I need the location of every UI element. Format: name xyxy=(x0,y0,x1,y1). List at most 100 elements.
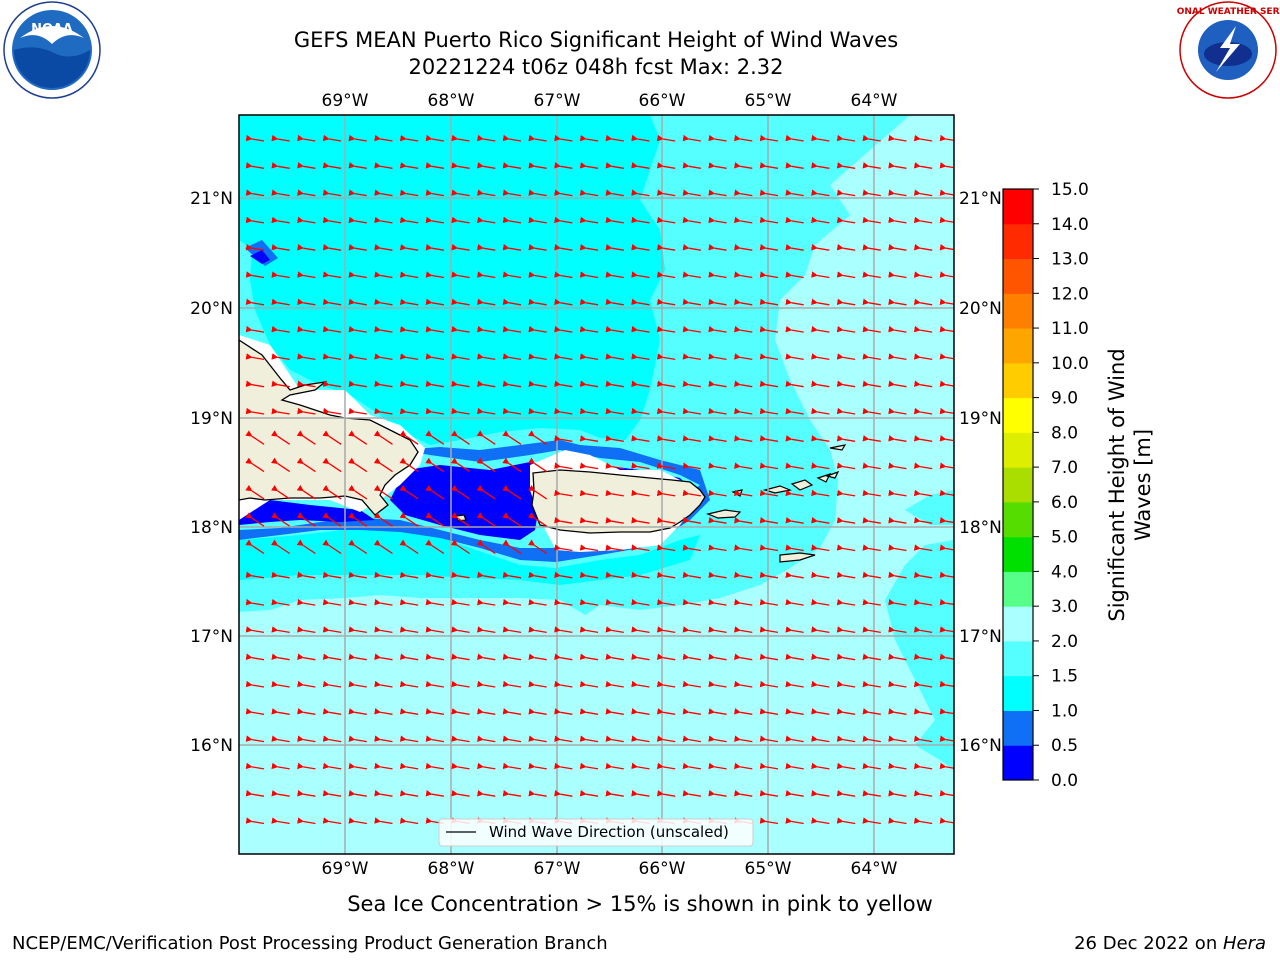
lon-label-bottom: 69°W xyxy=(322,859,369,879)
wind-wave-arrow xyxy=(785,134,804,142)
colorbar-tick-label: 0.0 xyxy=(1051,771,1078,791)
wind-wave-arrow xyxy=(811,216,830,224)
wind-wave-arrow xyxy=(708,708,727,715)
wind-wave-arrow xyxy=(528,735,547,743)
wind-wave-arrow xyxy=(656,680,676,688)
colorbar-segment xyxy=(1003,745,1033,781)
footer-date: 26 Dec 2022 on Hera xyxy=(1074,933,1266,954)
colorbar-segment xyxy=(1003,640,1033,677)
wind-wave-arrow xyxy=(271,571,290,579)
lon-label-top: 65°W xyxy=(745,91,792,111)
wind-wave-arrow xyxy=(682,489,702,497)
wind-wave-arrow xyxy=(425,484,445,500)
wind-wave-arrow xyxy=(348,298,367,306)
wind-wave-arrow xyxy=(579,735,599,743)
wind-wave-arrow xyxy=(399,817,419,825)
wind-wave-arrow xyxy=(605,762,624,770)
wind-wave-arrow xyxy=(528,189,547,197)
wind-wave-arrow xyxy=(554,407,573,415)
colorbar-segment xyxy=(1003,189,1033,225)
wind-wave-arrow xyxy=(631,380,650,388)
wind-wave-arrow xyxy=(605,216,624,224)
wind-wave-arrow xyxy=(348,325,367,333)
land-st-croix xyxy=(779,552,816,563)
wind-wave-arrow xyxy=(476,598,496,606)
wind-wave-arrow xyxy=(733,571,753,579)
wind-wave-arrow xyxy=(528,708,547,715)
wind-wave-arrow xyxy=(708,216,727,224)
wind-wave-arrow xyxy=(451,407,470,415)
wind-wave-arrow xyxy=(733,216,753,224)
wind-wave-arrow xyxy=(785,544,804,552)
wind-wave-arrow xyxy=(297,626,316,634)
wind-wave-arrow xyxy=(399,189,419,197)
wind-wave-arrow xyxy=(297,762,316,770)
wind-wave-arrow xyxy=(528,162,547,169)
wind-wave-arrow xyxy=(374,134,393,142)
wind-wave-arrow xyxy=(939,489,954,497)
nws-logo: NATIONAL WEATHER SERVICE xyxy=(1176,1,1280,99)
wind-wave-arrow xyxy=(836,708,856,715)
gridlines xyxy=(239,115,954,854)
wind-wave-arrow xyxy=(836,189,856,197)
wind-wave-arrow xyxy=(785,735,804,743)
wind-wave-arrow xyxy=(708,271,727,279)
wind-wave-arrow xyxy=(785,271,804,279)
wind-wave-arrow xyxy=(913,189,933,197)
wind-wave-arrow xyxy=(245,735,265,743)
wind-wave-arrow xyxy=(476,512,496,527)
wind-wave-arrow xyxy=(913,134,933,142)
wind-wave-arrow xyxy=(476,134,496,142)
wind-wave-arrow xyxy=(759,134,779,142)
colorbar-tick-label: 6.0 xyxy=(1051,493,1078,513)
wind-wave-arrow xyxy=(528,430,548,445)
wind-wave-arrow xyxy=(913,517,933,524)
wind-wave-arrow xyxy=(759,626,779,634)
wind-wave-arrow xyxy=(631,134,650,142)
wind-wave-arrow xyxy=(297,244,316,251)
wind-wave-arrow xyxy=(245,817,265,825)
wind-wave-arrow xyxy=(862,244,881,251)
wind-wave-arrow xyxy=(297,653,316,661)
wind-wave-arrow xyxy=(502,598,522,606)
wind-wave-arrow xyxy=(811,189,830,197)
wind-wave-arrow xyxy=(785,462,804,470)
wind-wave-arrow xyxy=(836,489,856,497)
wind-wave-arrow xyxy=(348,457,368,473)
wind-wave-arrow xyxy=(348,134,367,142)
wind-wave-arrow xyxy=(374,571,393,579)
wind-wave-arrow xyxy=(708,134,727,142)
wind-wave-arrow xyxy=(939,216,954,224)
wind-wave-arrow xyxy=(451,571,470,579)
wind-wave-arrow xyxy=(425,380,445,388)
wind-wave-arrow xyxy=(785,353,804,361)
wind-wave-arrow xyxy=(759,680,779,688)
wind-wave-arrow xyxy=(785,216,804,224)
wind-wave-arrow xyxy=(913,489,933,497)
wind-wave-arrow xyxy=(374,298,393,306)
wind-wave-arrow xyxy=(528,539,548,555)
wind-wave-arrow xyxy=(245,484,265,500)
wind-wave-arrow xyxy=(554,735,573,743)
wind-wave-arrow xyxy=(759,435,779,442)
wind-wave-arrow xyxy=(605,544,624,552)
wind-wave-arrow xyxy=(733,735,753,743)
wind-wave-arrow xyxy=(811,271,830,279)
wind-wave-arrow xyxy=(476,298,496,306)
wind-wave-arrow xyxy=(528,457,548,473)
wind-wave-arrow xyxy=(785,680,804,688)
wind-wave-arrow xyxy=(554,708,573,715)
wind-wave-arrow xyxy=(682,380,702,388)
wind-wave-arrow xyxy=(888,244,907,251)
wind-wave-arrow xyxy=(502,380,522,388)
wind-wave-arrow xyxy=(297,325,316,333)
wind-wave-arrow xyxy=(631,298,650,306)
wind-wave-arrow xyxy=(297,680,316,688)
lon-label-top: 64°W xyxy=(851,91,898,111)
wind-wave-arrow xyxy=(836,571,856,579)
wind-wave-arrow xyxy=(733,380,753,388)
wind-wave-arrow xyxy=(939,407,954,415)
wind-wave-arrow xyxy=(913,462,933,470)
wind-wave-arrow xyxy=(939,162,954,169)
wind-wave-arrow xyxy=(502,626,522,634)
